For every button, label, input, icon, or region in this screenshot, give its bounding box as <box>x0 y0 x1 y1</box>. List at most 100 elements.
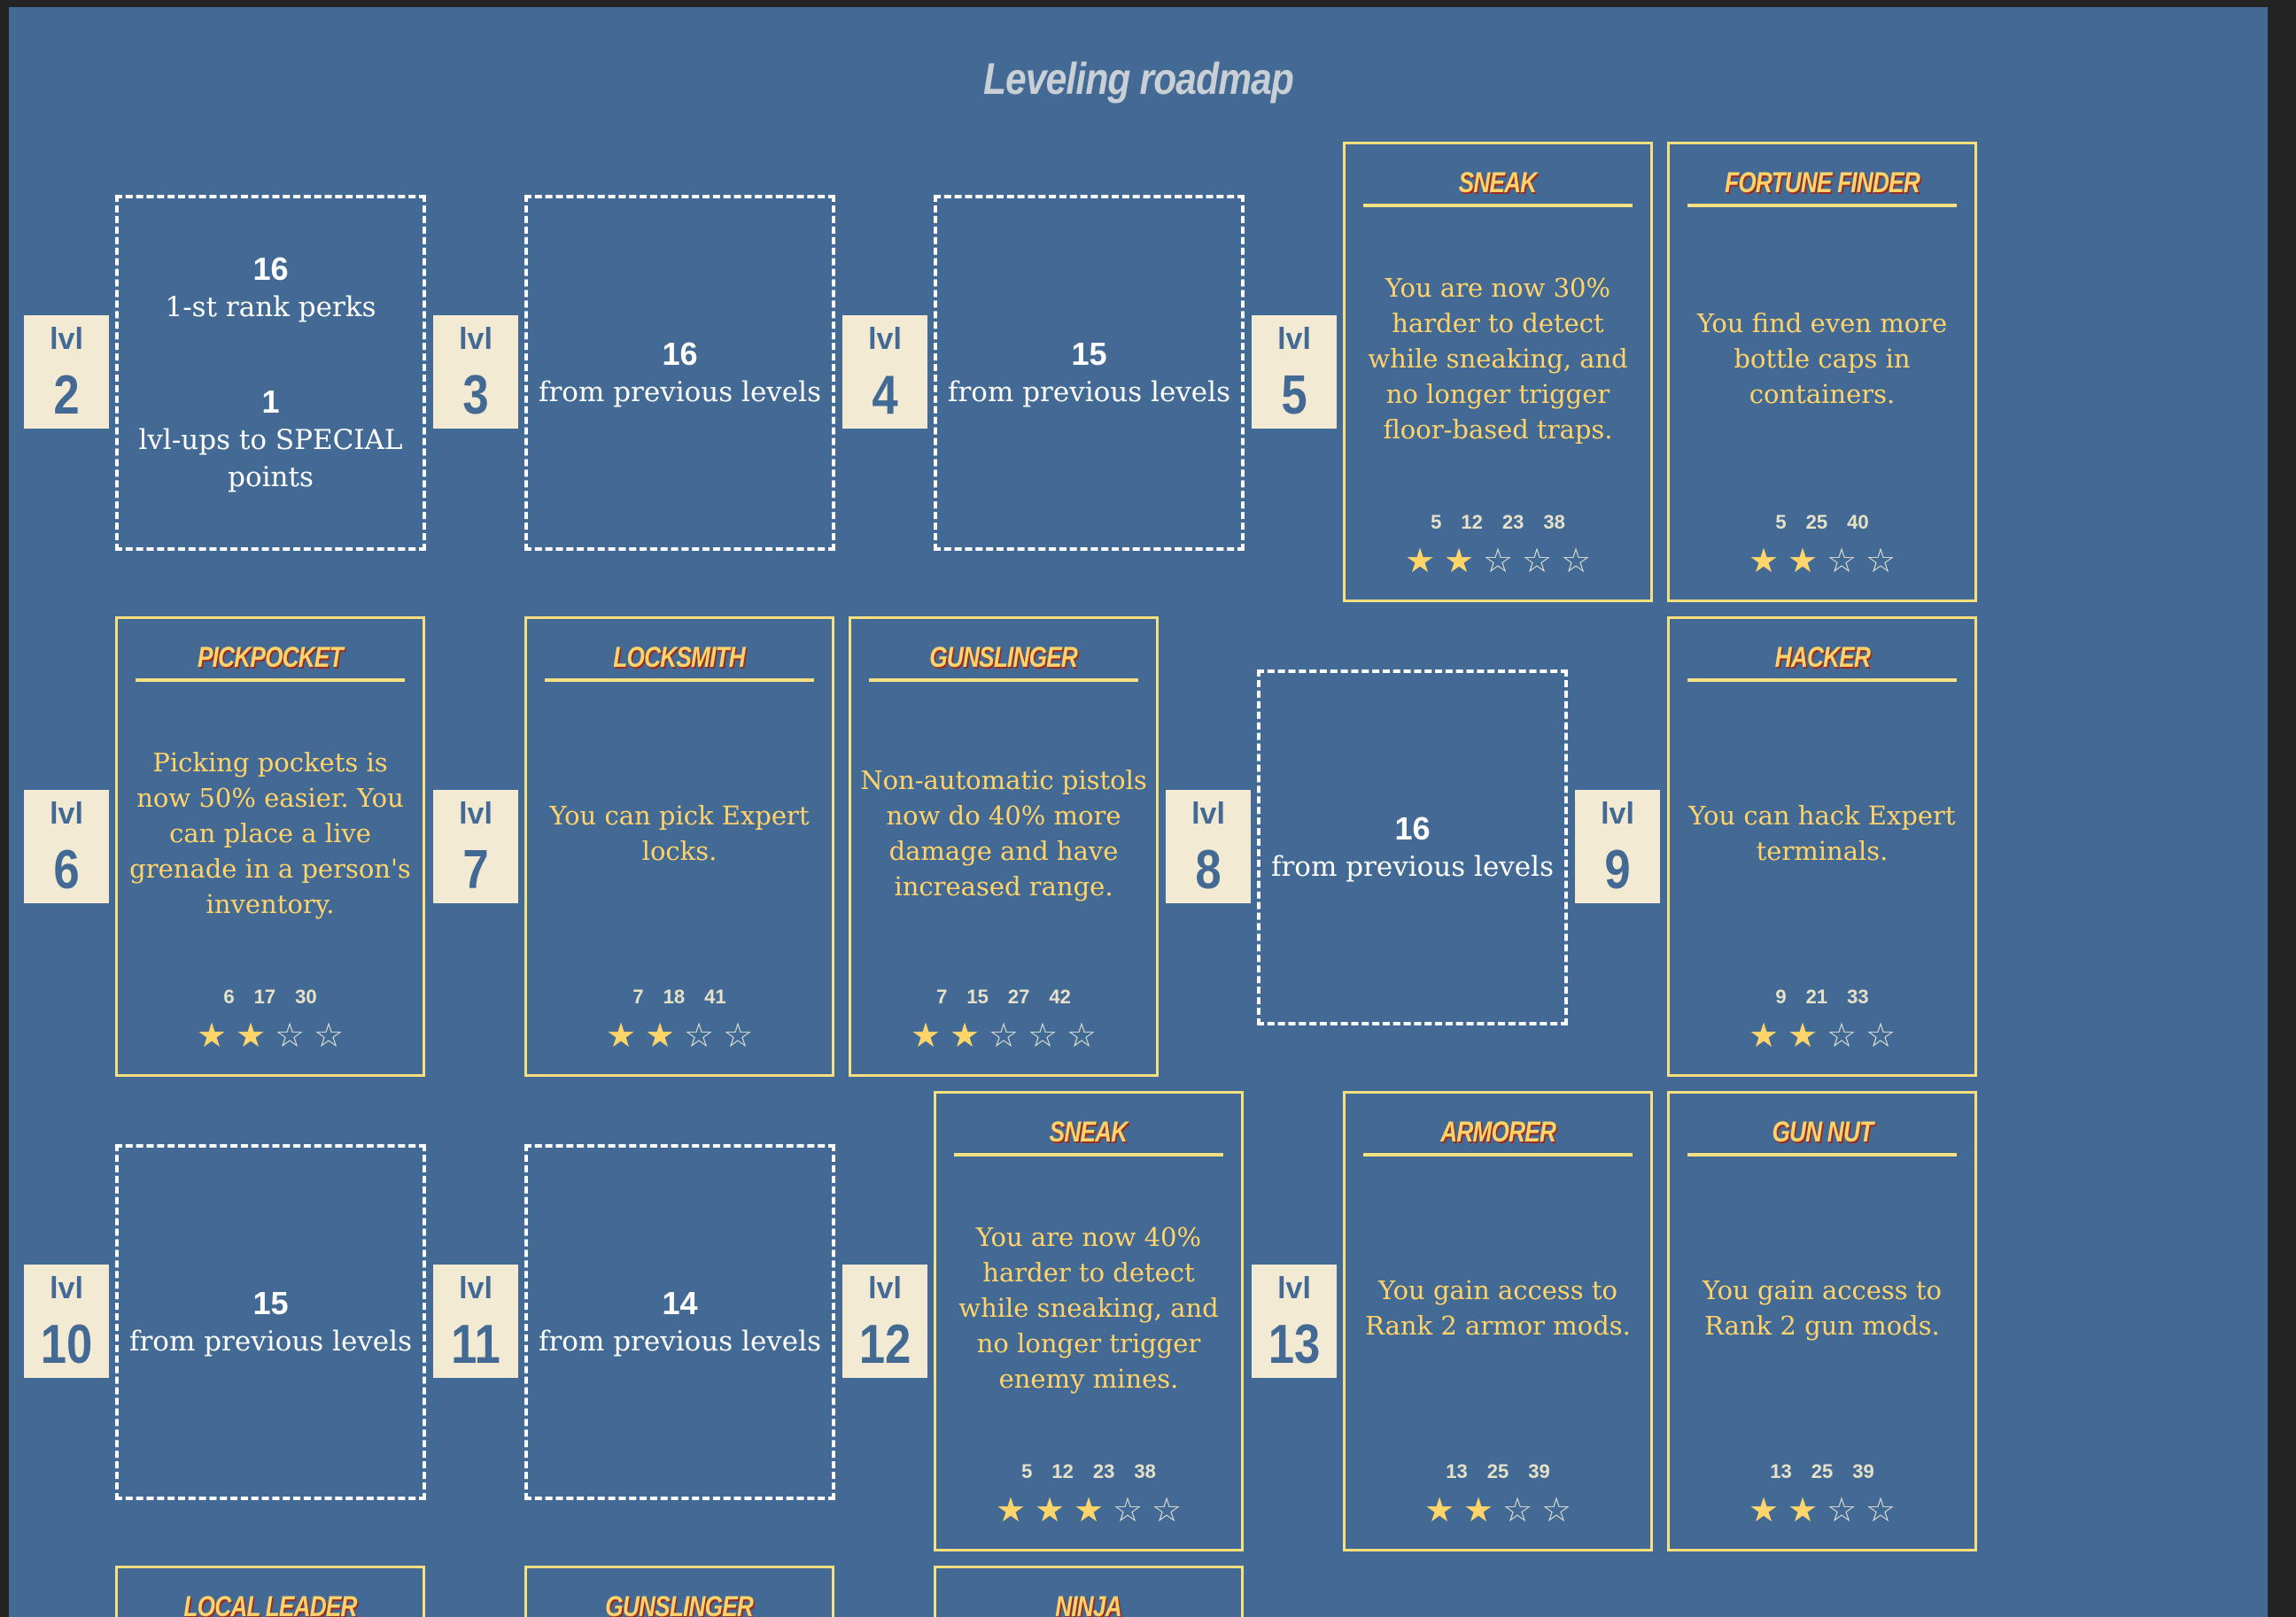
perk-title: HACKER <box>1687 638 1957 682</box>
rank-required-level: 23 <box>1092 1460 1115 1482</box>
perk-card-gunslinger[interactable]: GUNSLINGER Non-automatic pistols now do 4… <box>849 616 1159 1077</box>
perk-rank-panel: 9 21 33 ★ ★ ☆ ☆ <box>1670 982 1974 1065</box>
star-filled-icon: ★ <box>1748 1490 1780 1529</box>
perk-placeholder-lvl8: 16 from previous levels <box>1257 669 1568 1025</box>
rank-required-level: 40 <box>1847 511 1869 533</box>
perk-title: NINJA <box>954 1588 1223 1617</box>
level-number: 13 <box>1268 1314 1321 1375</box>
rank-required-level: 23 <box>1501 511 1524 533</box>
perk-rank-stars: ★ ★ ☆ ☆ <box>1747 1490 1897 1529</box>
perk-rank-stars: ★ ★ ☆ ☆ ☆ <box>1403 541 1593 580</box>
perk-rank-stars: ★ ★ ☆ ☆ <box>1423 1490 1573 1529</box>
perk-rank-panel: 7 15 27 42 ★ ★ ☆ ☆ ☆ <box>851 982 1156 1065</box>
star-empty-icon: ☆ <box>1865 541 1897 580</box>
perk-card-local-leader[interactable]: LOCAL LEADER <box>115 1566 425 1617</box>
placeholder-label: from previous levels <box>948 376 1230 408</box>
perk-title-text: SNEAK <box>1459 166 1538 198</box>
perk-card-gun-nut[interactable]: GUN NUT You gain access to Rank 2 gun mod… <box>1667 1091 1977 1551</box>
rank-required-level: 17 <box>253 986 276 1008</box>
star-empty-icon: ☆ <box>1151 1490 1183 1529</box>
level-badge-prefix: lvl <box>459 322 493 356</box>
level-number: 9 <box>1604 839 1631 901</box>
perk-description: Picking pockets is now 50% easier. You c… <box>129 747 411 919</box>
star-empty-icon: ☆ <box>1560 541 1592 580</box>
rank-required-level: 41 <box>704 986 726 1008</box>
rank-required-level: 25 <box>1805 511 1828 533</box>
placeholder-count-special: 1 <box>261 383 280 420</box>
rank-required-level: 27 <box>1007 986 1030 1008</box>
star-filled-icon: ★ <box>1034 1490 1066 1529</box>
level-badge-prefix: lvl <box>50 322 83 356</box>
rank-required-level: 5 <box>1775 511 1787 533</box>
star-empty-icon: ☆ <box>1482 541 1514 580</box>
perk-description: Non-automatic pistols now do 40% more da… <box>860 765 1147 901</box>
level-badge-12: lvl 12 <box>842 1265 927 1378</box>
perk-title-text: GUNSLINGER <box>929 641 1079 673</box>
level-badge-2: lvl 2 <box>24 315 109 429</box>
perk-rank-panel: 5 12 23 38 ★ ★ ☆ ☆ ☆ <box>1346 507 1650 591</box>
perk-card-sneak[interactable]: SNEAK You are now 30% harder to detect wh… <box>1343 142 1653 602</box>
perk-title: LOCKSMITH <box>545 638 814 682</box>
perk-description: You gain access to Rank 2 armor mods. <box>1365 1275 1631 1341</box>
perk-card-ninja[interactable]: NINJA <box>934 1566 1244 1617</box>
placeholder-count: 16 <box>252 251 289 287</box>
perk-description: You find even more bottle caps in contai… <box>1696 308 1948 409</box>
rank-required-level: 42 <box>1049 986 1071 1008</box>
perk-card-pickpocket[interactable]: PICKPOCKET Picking pockets is now 50% eas… <box>115 616 425 1077</box>
level-number: 8 <box>1195 839 1222 901</box>
star-filled-icon: ★ <box>949 1016 981 1055</box>
star-filled-icon: ★ <box>1748 541 1780 580</box>
level-badge-prefix: lvl <box>50 1272 83 1305</box>
perk-card-gunslinger-rank3[interactable]: GUNSLINGER <box>524 1566 834 1617</box>
star-filled-icon: ★ <box>1443 541 1475 580</box>
perk-rank-panel: 5 25 40 ★ ★ ☆ ☆ <box>1670 507 1974 591</box>
placeholder-label: from previous levels <box>539 376 821 408</box>
rank-required-level: 7 <box>936 986 948 1008</box>
perk-rank-panel: 5 12 23 38 ★ ★ ★ ☆ ☆ <box>936 1457 1241 1540</box>
star-filled-icon: ★ <box>995 1490 1027 1529</box>
star-empty-icon: ☆ <box>988 1016 1020 1055</box>
star-filled-icon: ★ <box>1073 1490 1105 1529</box>
rank-required-level: 30 <box>295 986 317 1008</box>
star-filled-icon: ★ <box>1462 1490 1494 1529</box>
star-filled-icon: ★ <box>1787 541 1819 580</box>
placeholder-label: from previous levels <box>539 1326 821 1358</box>
perk-rank-requirements: 13 25 39 <box>1446 1457 1549 1487</box>
level-badge-8: lvl 8 <box>1166 790 1251 903</box>
rank-required-level: 15 <box>966 986 989 1008</box>
perk-rank-requirements: 5 12 23 38 <box>1021 1457 1156 1487</box>
level-badge-6: lvl 6 <box>24 790 109 903</box>
star-empty-icon: ☆ <box>1540 1490 1572 1529</box>
level-badge-prefix: lvl <box>1601 797 1634 831</box>
perk-card-fortune-finder[interactable]: FORTUNE FINDER You find even more bottle … <box>1667 142 1977 602</box>
perk-placeholder-lvl2: 16 1-st rank perks 1 lvl-ups to SPECIAL … <box>115 195 426 551</box>
perk-rank-stars: ★ ★ ☆ ☆ <box>1747 1016 1897 1055</box>
rank-required-level: 5 <box>1021 1460 1033 1482</box>
perk-title: ARMORER <box>1363 1113 1633 1157</box>
level-badge-prefix: lvl <box>459 1272 493 1305</box>
level-badge-10: lvl 10 <box>24 1265 109 1378</box>
perk-card-locksmith[interactable]: LOCKSMITH You can pick Expert locks. 7 18 41… <box>524 616 834 1077</box>
level-badge-7: lvl 7 <box>433 790 518 903</box>
placeholder-count: 15 <box>1071 336 1107 372</box>
star-empty-icon: ☆ <box>1865 1016 1897 1055</box>
perk-title: PICKPOCKET <box>136 638 405 682</box>
perk-card-hacker[interactable]: HACKER You can hack Expert terminals. 9 21 3… <box>1667 616 1977 1077</box>
rank-required-level: 38 <box>1543 511 1565 533</box>
placeholder-count: 15 <box>252 1285 289 1321</box>
roadmap-canvas: Leveling roadmap lvl 2 16 1-st rank perk… <box>9 7 2268 1617</box>
star-filled-icon: ★ <box>1748 1016 1780 1055</box>
perk-title-text: NINJA <box>1055 1590 1122 1617</box>
star-filled-icon: ★ <box>1423 1490 1455 1529</box>
placeholder-label: from previous levels <box>1271 851 1554 883</box>
perk-card-armorer[interactable]: ARMORER You gain access to Rank 2 armor m… <box>1343 1091 1653 1551</box>
star-empty-icon: ☆ <box>1865 1490 1897 1529</box>
perk-card-sneak-rank3[interactable]: SNEAK You are now 40% harder to detect wh… <box>934 1091 1244 1551</box>
perk-title-text: FORTUNE FINDER <box>1725 166 1920 198</box>
perk-rank-requirements: 7 18 41 <box>632 982 725 1012</box>
perk-rank-stars: ★ ★ ☆ ☆ <box>1747 541 1897 580</box>
perk-title: LOCAL LEADER <box>136 1588 405 1617</box>
perk-title-text: HACKER <box>1774 641 1870 673</box>
perk-title-text: PICKPOCKET <box>198 641 344 673</box>
star-empty-icon: ☆ <box>722 1016 754 1055</box>
